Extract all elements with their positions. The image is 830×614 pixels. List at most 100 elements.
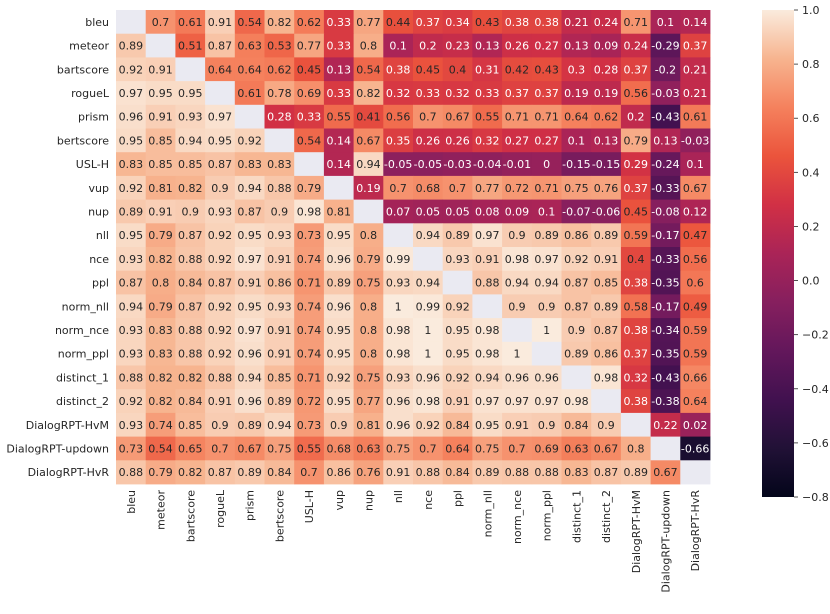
- heatmap-cell: [442, 104, 473, 129]
- cell-value-label: 0.99: [386, 253, 411, 266]
- cell-value-label: 0.92: [208, 253, 233, 266]
- heatmap-cell: [205, 57, 236, 82]
- colorbar-tick-label: −0.2: [802, 329, 829, 342]
- heatmap-cell: [383, 294, 414, 319]
- cell-value-label: 0.87: [594, 324, 619, 337]
- cell-value-label: 0.45: [624, 205, 649, 218]
- heatmap-cell: [353, 247, 384, 272]
- heatmap-cell: [650, 389, 681, 414]
- heatmap-cell: [383, 365, 414, 390]
- heatmap-cell: [353, 81, 384, 106]
- cell-value-label: 0.85: [267, 371, 292, 384]
- heatmap-cell: [680, 57, 711, 82]
- heatmap-cell: [205, 199, 236, 224]
- cell-value-label: 0.9: [508, 229, 526, 242]
- heatmap-cell: [353, 33, 384, 58]
- cell-value-label: 0.13: [594, 134, 619, 147]
- heatmap-cell: [502, 412, 533, 437]
- colorbar-tick-label: 0.8: [802, 58, 820, 71]
- cell-value-label: 0.12: [683, 205, 708, 218]
- cell-value-label: 0.9: [182, 205, 200, 218]
- heatmap-cell: [145, 128, 176, 153]
- cell-value-label: 0.94: [237, 182, 262, 195]
- cell-value-label: 0.79: [148, 466, 173, 479]
- heatmap-cell: [175, 223, 206, 248]
- cell-value-label: 0.37: [624, 348, 649, 361]
- cell-value-label: 0.13: [653, 134, 678, 147]
- cell-value-label: 0.37: [683, 40, 708, 53]
- row-tick-label: distinct_2: [56, 395, 109, 408]
- heatmap-cell: [472, 341, 503, 366]
- cell-value-label: 0.32: [386, 87, 411, 100]
- heatmap-cell: [353, 57, 384, 82]
- cell-value-label: 0.85: [594, 277, 619, 290]
- cell-value-label: 0.87: [208, 158, 233, 171]
- cell-value-label: 0.64: [564, 111, 589, 124]
- heatmap-cell: [383, 389, 414, 414]
- heatmap-cell: [205, 365, 236, 390]
- cell-value-label: 0.7: [419, 111, 437, 124]
- cell-value-label: 0.93: [178, 111, 203, 124]
- heatmap-cell: [323, 223, 354, 248]
- cell-value-label: 0.55: [327, 111, 352, 124]
- cell-value-label: 0.63: [564, 442, 589, 455]
- cell-value-label: 0.95: [475, 419, 500, 432]
- cell-value-label: 0.97: [534, 395, 559, 408]
- heatmap-cell: [323, 436, 354, 461]
- heatmap-cell: [502, 341, 533, 366]
- cell-value-label: 0.89: [564, 348, 589, 361]
- cell-value-label: 0.19: [356, 182, 381, 195]
- heatmap-cell: [145, 104, 176, 129]
- heatmap-cell: [145, 412, 176, 437]
- heatmap-cell: [620, 199, 651, 224]
- heatmap-cell: [323, 81, 354, 106]
- heatmap-cell: [442, 412, 473, 437]
- heatmap-cell: [502, 81, 533, 106]
- heatmap-cell: [413, 128, 444, 153]
- cell-value-label: 0.75: [475, 442, 500, 455]
- heatmap-cell: [116, 294, 147, 319]
- heatmap-cell: [561, 223, 592, 248]
- heatmap-cell: [353, 128, 384, 153]
- heatmap-cell: [175, 104, 206, 129]
- cell-value-label: 0.91: [267, 348, 292, 361]
- heatmap-cell: [175, 389, 206, 414]
- cell-value-label: 0.93: [119, 324, 144, 337]
- column-tick-label: meteor: [155, 490, 168, 530]
- cell-value-label: 0.38: [624, 395, 649, 408]
- heatmap-cell: [620, 247, 651, 272]
- cell-value-label: 0.53: [267, 40, 292, 53]
- cell-value-label: 0.96: [327, 300, 352, 313]
- cell-value-label: 0.94: [416, 229, 441, 242]
- column-tick-label: prism: [244, 490, 257, 521]
- heatmap-cell: [323, 460, 354, 485]
- heatmap-cell: [323, 104, 354, 129]
- cell-value-label: 0.74: [297, 324, 322, 337]
- cell-value-label: 0.89: [624, 466, 649, 479]
- heatmap-cell: [650, 436, 681, 461]
- row-tick-label: meteor: [69, 40, 109, 53]
- row-tick-label: USL-H: [76, 158, 109, 171]
- heatmap-cell: [472, 412, 503, 437]
- cell-value-label: 0.84: [445, 419, 470, 432]
- heatmap-cell: [264, 341, 295, 366]
- cell-value-label: 0.97: [237, 253, 262, 266]
- cell-value-label: 0.88: [178, 324, 203, 337]
- heatmap-cell: [175, 460, 206, 485]
- heatmap-cell: [620, 81, 651, 106]
- cell-value-label: 0.92: [416, 419, 441, 432]
- cell-value-label: 0.95: [327, 229, 352, 242]
- heatmap-cell: [294, 33, 325, 58]
- heatmap-cell: [650, 270, 681, 295]
- heatmap-cell: [145, 341, 176, 366]
- row-tick-label: rogueL: [71, 87, 110, 100]
- heatmap-cell: [680, 128, 711, 153]
- cell-value-label: 0.69: [297, 87, 322, 100]
- cell-value-label: 0.91: [237, 277, 262, 290]
- heatmap-cell: [234, 81, 265, 106]
- cell-value-label: 0.74: [297, 300, 322, 313]
- heatmap-cell: [116, 318, 147, 343]
- column-tick-label: distinct_1: [570, 490, 583, 543]
- heatmap-cell: [116, 128, 147, 153]
- cell-value-label: 0.45: [297, 63, 322, 76]
